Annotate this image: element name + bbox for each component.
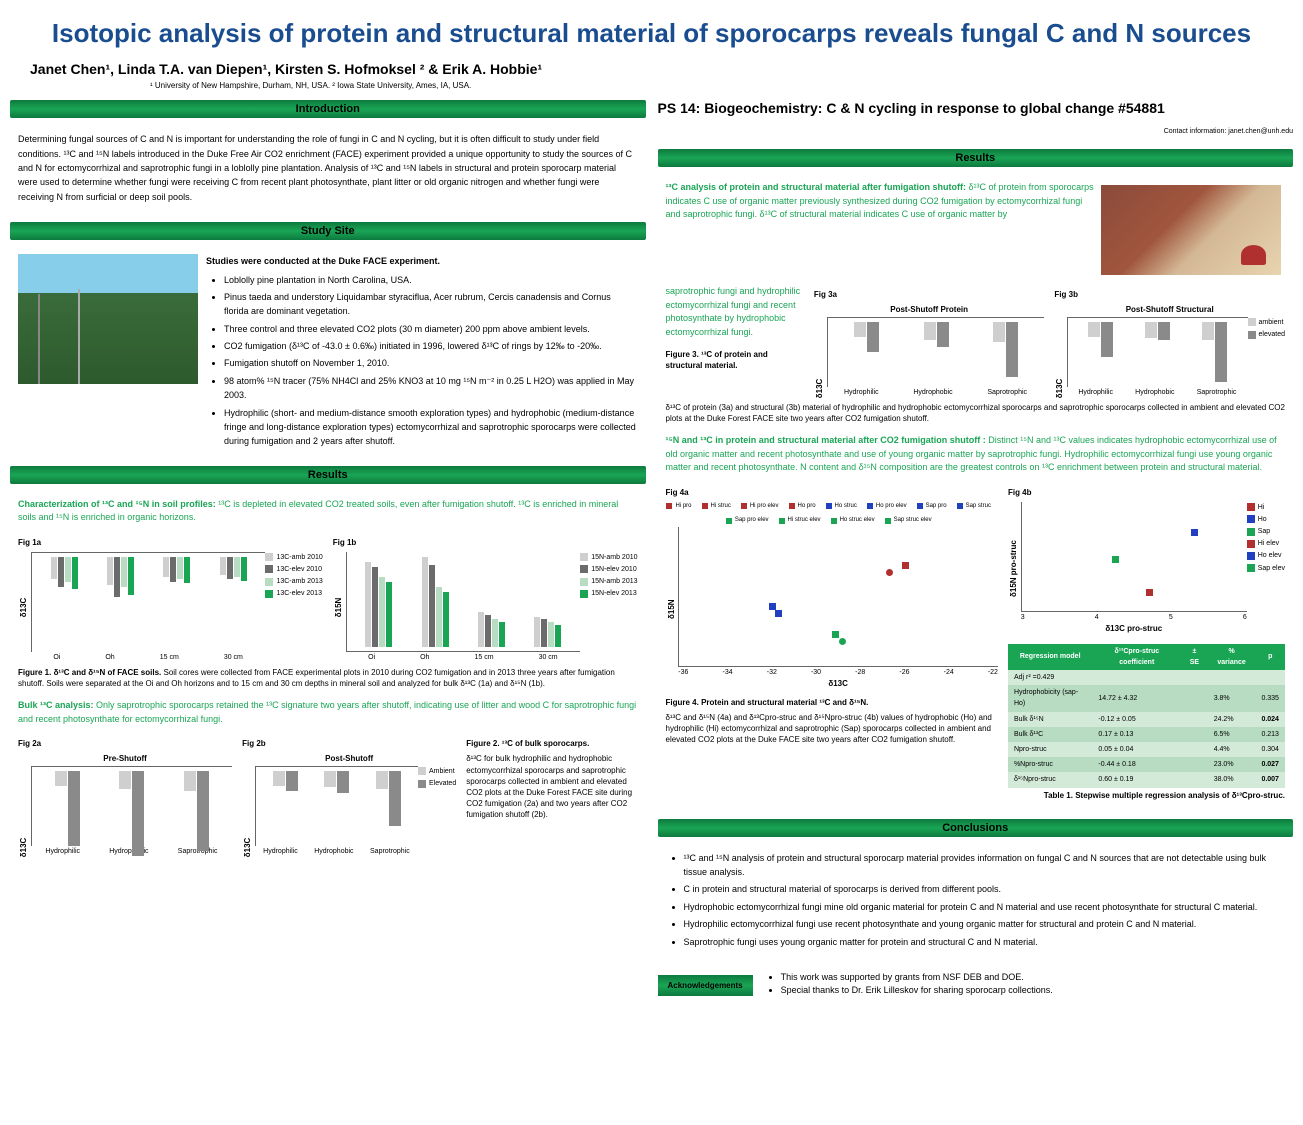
fig3b-label: Fig 3b bbox=[1054, 289, 1285, 302]
rr-top-head: ¹³C analysis of protein and structural m… bbox=[666, 182, 967, 192]
conclusions-body: ¹³C and ¹⁵N analysis of protein and stru… bbox=[658, 845, 1294, 958]
conclusion-item: C in protein and structural material of … bbox=[684, 882, 1286, 896]
fig2-legend: AmbientElevated bbox=[418, 766, 456, 857]
fig3-caption: δ¹³C of protein (3a) and structural (3b)… bbox=[666, 402, 1286, 424]
fig2b-label: Fig 2b bbox=[242, 738, 456, 751]
conclusions-list: ¹³C and ¹⁵N analysis of protein and stru… bbox=[684, 851, 1286, 949]
fig3a-ylabel: δ13C bbox=[814, 317, 827, 398]
site-bullet: Pinus taeda and understory Liquidambar s… bbox=[224, 290, 638, 319]
site-bullet: CO2 fumigation (δ¹³C of -43.0 ± 0.6‰) in… bbox=[224, 339, 638, 353]
fig1-caption-bold: Figure 1. δ¹³C and δ¹⁵N of FACE soils. bbox=[18, 668, 161, 677]
left-column: Introduction Determining fungal sources … bbox=[10, 100, 646, 998]
fig3-caption-bold: Figure 3. ¹³C of protein and structural … bbox=[666, 350, 768, 370]
ack-list: This work was supported by grants from N… bbox=[781, 972, 1053, 998]
site-bullet: 98 atom% ¹⁵N tracer (75% NH4Cl and 25% K… bbox=[224, 374, 638, 403]
results-left-header: Results bbox=[10, 466, 646, 484]
site-photo bbox=[18, 254, 198, 384]
fig4a-label: Fig 4a bbox=[666, 487, 998, 500]
ack-badge: Acknowledgements bbox=[658, 975, 753, 996]
right-column: PS 14: Biogeochemistry: C & N cycling in… bbox=[658, 100, 1294, 998]
fig3b-title: Post-Shutoff Structural bbox=[1054, 304, 1285, 317]
fig2a-label: Fig 2a bbox=[18, 738, 232, 751]
site-bullet: Hydrophilic (short- and medium-distance … bbox=[224, 406, 638, 449]
fig2b-title: Post-Shutoff bbox=[242, 753, 456, 766]
ack-item: Special thanks to Dr. Erik Lilleskov for… bbox=[781, 985, 1053, 995]
intro-body: Determining fungal sources of C and N is… bbox=[10, 126, 646, 214]
char-head: Characterization of ¹³C and ¹⁵N in soil … bbox=[18, 499, 216, 509]
fig1a-label: Fig 1a bbox=[18, 537, 323, 550]
site-body: Studies were conducted at the Duke FACE … bbox=[10, 248, 646, 458]
results-right-header: Results bbox=[658, 149, 1294, 167]
contact-info: Contact information: janet.chen@unh.edu bbox=[658, 128, 1294, 135]
fig2-caption-bold: Figure 2. ¹³C of bulk sporocarps. bbox=[466, 739, 589, 748]
affiliations: ¹ University of New Hampshire, Durham, N… bbox=[150, 81, 1293, 90]
fig4a-scatter bbox=[678, 527, 998, 667]
rr-mid-head: ¹⁵N and ¹³C in protein and structural ma… bbox=[666, 435, 986, 445]
fig1a-bars bbox=[31, 552, 266, 652]
site-bullet: Loblolly pine plantation in North Caroli… bbox=[224, 273, 638, 287]
fig1a-legend: 13C-amb 201013C-elev 201013C-amb 201313C… bbox=[265, 552, 322, 663]
fig2b-bars bbox=[255, 766, 418, 846]
fig4-caption: δ¹³C and δ¹⁵N (4a) and δ¹³Cpro-struc and… bbox=[666, 712, 998, 746]
fig2a-bars bbox=[31, 766, 232, 846]
ack-section: Acknowledgements This work was supported… bbox=[658, 972, 1294, 998]
fig4-caption-bold: Figure 4. Protein and structural materia… bbox=[666, 698, 869, 707]
fig4a-legend: Hi proHi strucHi pro elevHo proHo strucH… bbox=[666, 502, 998, 527]
fig2a-title: Pre-Shutoff bbox=[18, 753, 232, 766]
table-caption: Table 1. Stepwise multiple regression an… bbox=[1044, 791, 1285, 800]
authors: Janet Chen¹, Linda T.A. van Diepen¹, Kir… bbox=[30, 61, 1293, 77]
regression-table: Regression modelδ¹³Cpro-struc coefficien… bbox=[1008, 644, 1285, 788]
fig1b-ylabel: δ15N bbox=[333, 552, 346, 663]
conclusions-header: Conclusions bbox=[658, 819, 1294, 837]
fig3-legend: ambientelevated bbox=[1248, 317, 1285, 398]
rr-top-text2: saprotrophic fungi and hydrophilic ectom… bbox=[666, 285, 804, 339]
fig3a-bars bbox=[827, 317, 1045, 387]
intro-header: Introduction bbox=[10, 100, 646, 118]
conclusion-item: Hydrophilic ectomycorrhizal fungi use re… bbox=[684, 917, 1286, 931]
fig1a-ylabel: δ13C bbox=[18, 552, 31, 663]
fig1b-legend: 15N-amb 201015N-elev 201015N-amb 201315N… bbox=[580, 552, 637, 663]
site-bullets: Loblolly pine plantation in North Caroli… bbox=[224, 273, 638, 449]
fig2a-ylabel: δ13C bbox=[18, 766, 31, 857]
conclusion-item: Saprotrophic fungi uses young organic ma… bbox=[684, 935, 1286, 949]
ps-header: PS 14: Biogeochemistry: C & N cycling in… bbox=[658, 100, 1294, 116]
site-bullet: Fumigation shutoff on November 1, 2010. bbox=[224, 356, 638, 370]
bulk-text: Only saprotrophic sporocarps retained th… bbox=[18, 700, 636, 724]
fig4b-ylabel: δ15N pro-struc bbox=[1008, 502, 1021, 636]
site-bullet: Three control and three elevated CO2 plo… bbox=[224, 322, 638, 336]
results-left-body: Characterization of ¹³C and ¹⁵N in soil … bbox=[10, 492, 646, 863]
fig4b-label: Fig 4b bbox=[1008, 487, 1285, 500]
conclusion-item: ¹³C and ¹⁵N analysis of protein and stru… bbox=[684, 851, 1286, 880]
fig2b-ylabel: δ13C bbox=[242, 766, 255, 857]
conclusion-item: Hydrophobic ectomycorrhizal fungi mine o… bbox=[684, 900, 1286, 914]
mushroom-photo bbox=[1101, 185, 1281, 275]
fig3a-label: Fig 3a bbox=[814, 289, 1045, 302]
fig3b-ylabel: δ13C bbox=[1054, 317, 1067, 398]
fig2-caption: δ¹³C for bulk hydrophilic and hydrophobi… bbox=[466, 753, 637, 820]
fig4b-scatter bbox=[1021, 502, 1247, 612]
fig4a-ylabel: δ15N bbox=[666, 527, 679, 691]
fig1b-label: Fig 1b bbox=[333, 537, 638, 550]
fig4b-legend: HiHoSapHi elevHo elevSap elev bbox=[1247, 502, 1285, 636]
results-right-body: ¹³C analysis of protein and structural m… bbox=[658, 175, 1294, 811]
bulk-head: Bulk ¹³C analysis: bbox=[18, 700, 94, 710]
fig1b-bars bbox=[346, 552, 581, 652]
fig4b-xlabel: δ13C pro-struc bbox=[1021, 623, 1247, 636]
ack-item: This work was supported by grants from N… bbox=[781, 972, 1053, 982]
fig3a-title: Post-Shutoff Protein bbox=[814, 304, 1045, 317]
site-header: Study Site bbox=[10, 222, 646, 240]
intro-text: Determining fungal sources of C and N is… bbox=[18, 132, 638, 204]
fig3b-bars bbox=[1067, 317, 1247, 387]
fig4a-xlabel: δ13C bbox=[678, 678, 998, 691]
site-heading: Studies were conducted at the Duke FACE … bbox=[206, 254, 638, 268]
poster-title: Isotopic analysis of protein and structu… bbox=[10, 18, 1293, 49]
